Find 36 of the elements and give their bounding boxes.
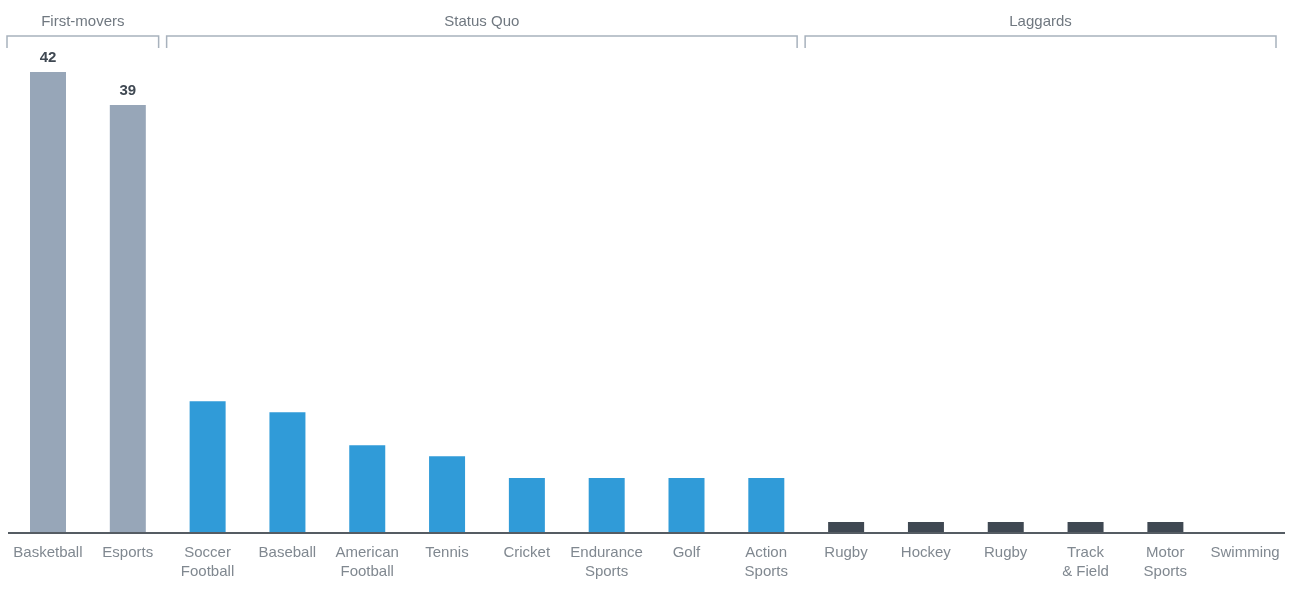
bar — [349, 445, 386, 533]
x-tick-label: Action Sports — [744, 543, 788, 579]
bar — [987, 522, 1024, 533]
bar — [1147, 522, 1184, 533]
text: Status Quo — [444, 12, 520, 29]
x-tick-label: Endurance Sports — [570, 543, 643, 579]
x-tick-label: Motor Sports — [1143, 543, 1187, 579]
bar — [668, 478, 705, 533]
x-tick-label: Hockey — [900, 543, 952, 560]
x-tick-label: Tennis — [425, 543, 469, 560]
bar — [109, 104, 146, 533]
x-tick-label: Swimming — [1210, 543, 1280, 560]
bar — [189, 401, 226, 533]
x-tick-label: Baseball — [258, 543, 317, 560]
x-tick-label: Esports — [102, 543, 154, 560]
bar — [508, 478, 545, 533]
text: Laggards — [1009, 12, 1072, 29]
bar — [1067, 522, 1104, 533]
bar — [748, 478, 785, 533]
bar — [907, 522, 944, 533]
text: First-movers — [41, 12, 125, 29]
x-tick-label: Golf — [672, 543, 701, 560]
data-label: 42 — [39, 48, 57, 65]
data-label: 39 — [119, 80, 137, 98]
x-tick-label: Rugby — [983, 543, 1028, 560]
bar — [30, 72, 66, 533]
bar — [588, 478, 625, 533]
bar — [269, 412, 306, 533]
x-tick-label: Track & Field — [1062, 543, 1109, 579]
x-tick-label: Basketball — [13, 543, 83, 560]
x-tick-label: American Football — [335, 543, 399, 579]
bar — [429, 456, 466, 533]
x-tick-label: Soccer Football — [180, 543, 235, 579]
x-tick-label: Cricket — [503, 543, 551, 560]
bar — [828, 522, 865, 533]
x-tick-label: Rugby — [824, 543, 869, 560]
